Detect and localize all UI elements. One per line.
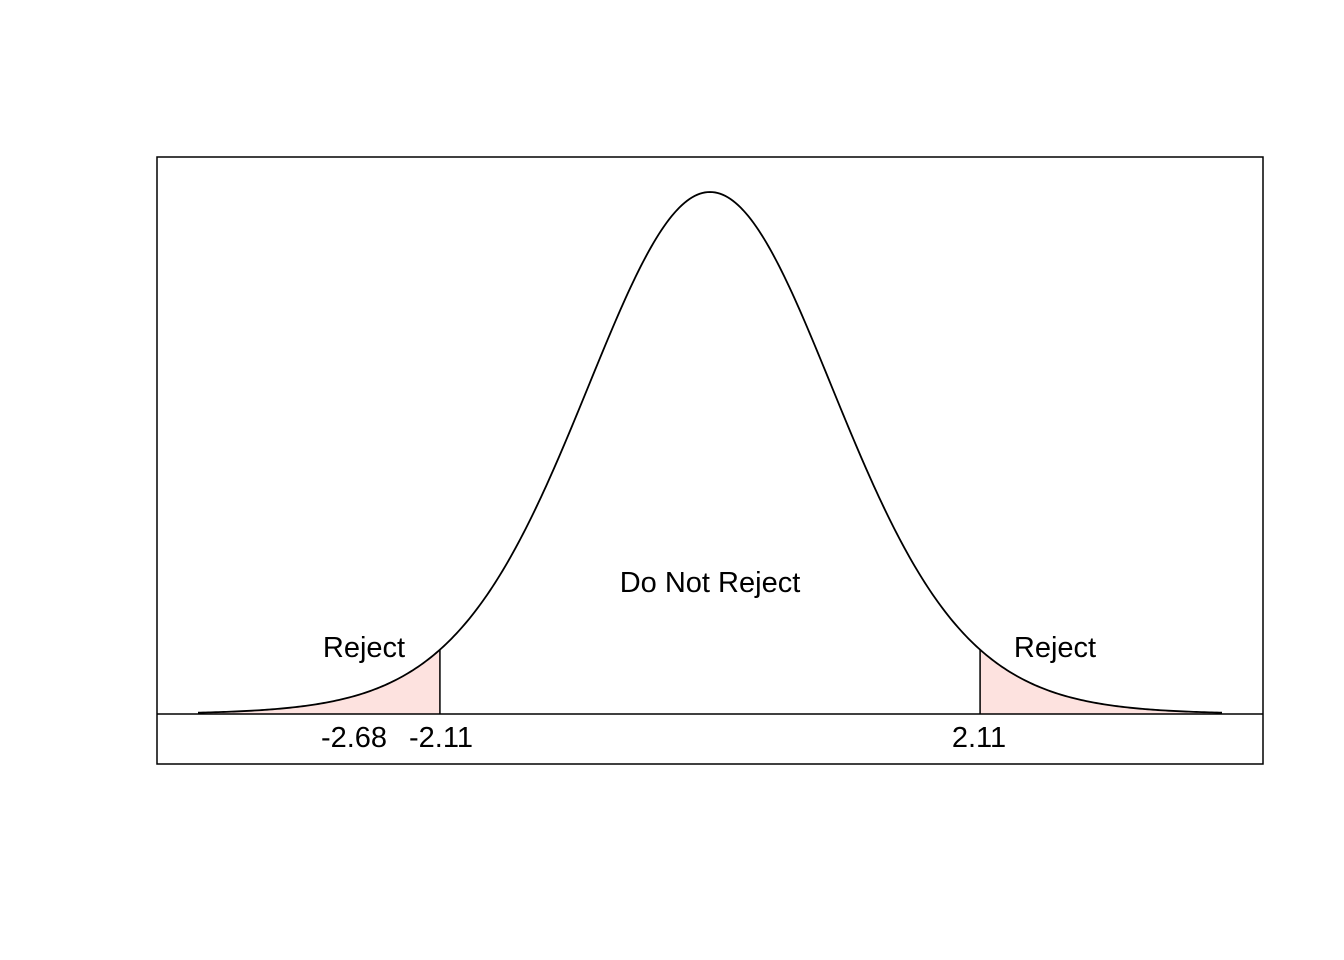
plot-frame — [156, 156, 1264, 765]
t-density-curve — [197, 191, 1223, 714]
center-region-label: Do Not Reject — [620, 567, 801, 599]
right-reject-region — [980, 649, 1222, 714]
right-critical-tick-label: 2.11 — [952, 722, 1006, 754]
test-statistic-tick-label: -2.68 — [321, 722, 387, 754]
left-critical-tick-label: -2.11 — [409, 722, 473, 754]
left-region-label: Reject — [323, 632, 405, 664]
right-region-label: Reject — [1014, 632, 1096, 664]
left-reject-region — [198, 649, 440, 714]
